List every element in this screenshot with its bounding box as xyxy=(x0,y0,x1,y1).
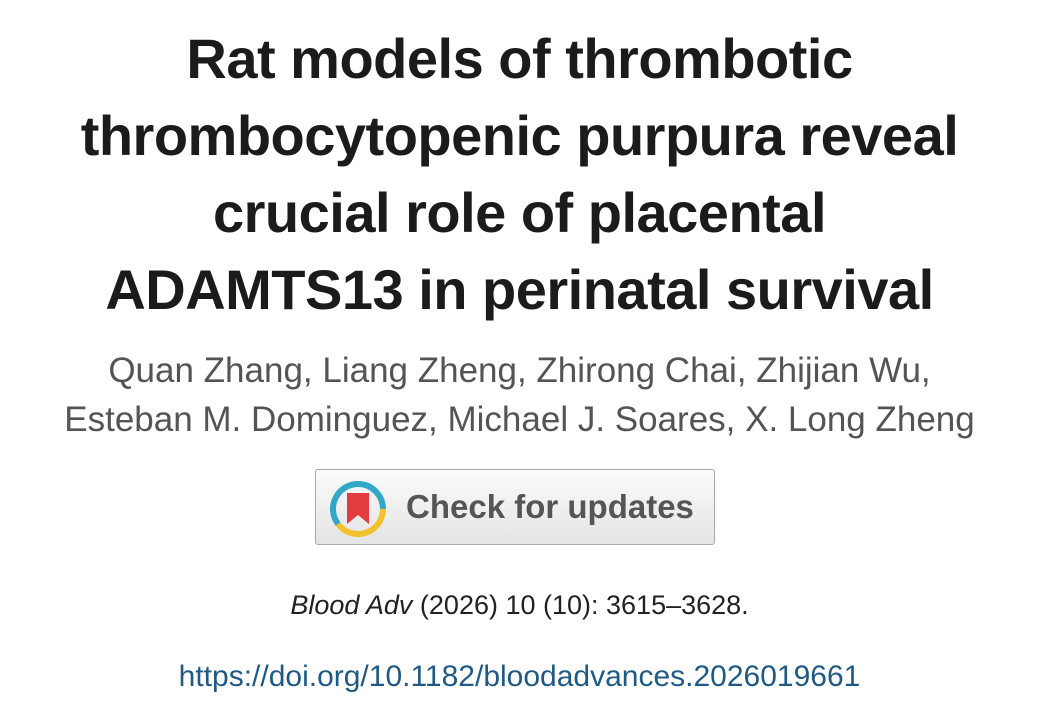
title: Rat models of thrombotic thrombocytopeni… xyxy=(0,20,1039,328)
author-line: Esteban M. Dominguez, Michael J. Soares,… xyxy=(64,400,975,439)
title-line: thrombocytopenic purpura reveal xyxy=(80,104,959,167)
title-line: crucial role of placental xyxy=(212,181,827,244)
doi: https://doi.org/10.1182/bloodadvances.20… xyxy=(0,660,1039,694)
title-line: Rat models of thrombotic xyxy=(186,27,853,90)
journal: Blood Adv xyxy=(290,590,413,620)
author-line: Quan Zhang, Liang Zheng, Zhirong Chai, Z… xyxy=(108,351,931,390)
authors: Quan Zhang, Liang Zheng, Zhirong Chai, Z… xyxy=(0,346,1039,444)
citation: Blood Adv (2026) 10 (10): 3615–3628. xyxy=(0,590,1039,621)
updates-icon xyxy=(330,481,386,537)
doi-link[interactable]: https://doi.org/10.1182/bloodadvances.20… xyxy=(178,660,861,693)
check-updates-button[interactable]: Check for updates xyxy=(315,469,715,545)
title-line: ADAMTS13 in perinatal survival xyxy=(105,258,934,321)
button-label: Check for updates xyxy=(406,488,694,525)
citation-details: (2026) 10 (10): 3615–3628. xyxy=(419,590,749,620)
